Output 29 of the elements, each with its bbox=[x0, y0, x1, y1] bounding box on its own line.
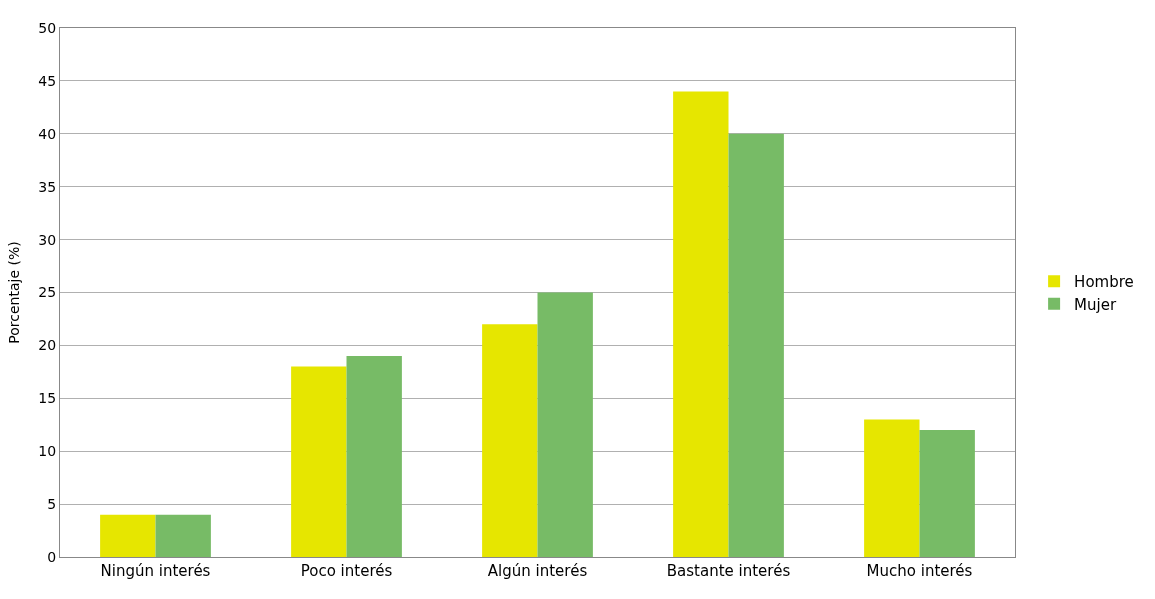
y-tick-label: 30 bbox=[38, 231, 57, 248]
legend-label: Hombre bbox=[1074, 273, 1134, 292]
x-tick-label: Ningún interés bbox=[100, 562, 211, 580]
bar bbox=[482, 324, 538, 557]
legend-label: Mujer bbox=[1074, 295, 1117, 314]
y-tick-label: 0 bbox=[47, 548, 57, 565]
bar bbox=[864, 419, 920, 557]
x-tick-label: Bastante interés bbox=[666, 562, 791, 580]
bar bbox=[919, 430, 975, 557]
y-axis-title: Porcentaje (%) bbox=[5, 241, 22, 344]
x-tick-label: Mucho interés bbox=[866, 562, 973, 580]
y-tick-label: 40 bbox=[38, 125, 57, 142]
y-tick-label: 35 bbox=[38, 178, 57, 195]
y-tick-label: 50 bbox=[38, 19, 57, 36]
bar bbox=[100, 514, 156, 557]
bar bbox=[155, 514, 211, 557]
y-tick-label: 45 bbox=[38, 72, 57, 89]
bar bbox=[673, 91, 729, 557]
bar bbox=[728, 133, 784, 557]
bar bbox=[291, 366, 347, 557]
x-tick-label: Algún interés bbox=[487, 562, 588, 580]
y-tick-label: 15 bbox=[38, 390, 57, 407]
x-tick-label: Poco interés bbox=[300, 562, 393, 580]
bar bbox=[346, 355, 402, 557]
y-tick-label: 25 bbox=[38, 284, 57, 301]
bar bbox=[537, 292, 593, 557]
y-tick-label: 5 bbox=[47, 496, 57, 512]
y-tick-label: 20 bbox=[38, 337, 57, 354]
y-tick-label: 10 bbox=[38, 443, 57, 460]
